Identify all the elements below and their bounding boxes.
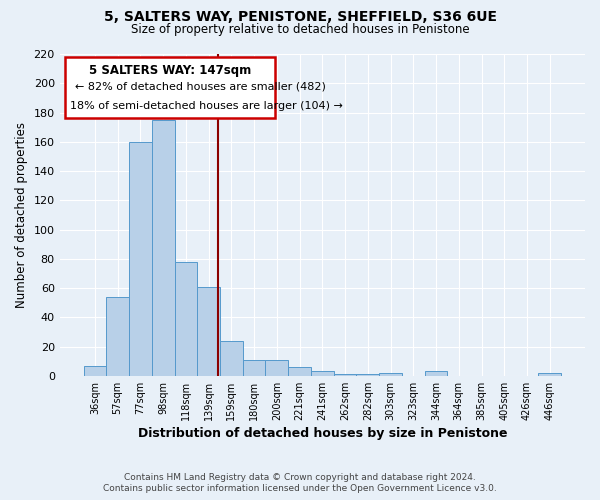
Bar	[334, 374, 356, 376]
FancyBboxPatch shape	[65, 57, 275, 118]
Bar	[220, 340, 243, 376]
Text: Contains HM Land Registry data © Crown copyright and database right 2024.: Contains HM Land Registry data © Crown c…	[124, 472, 476, 482]
Text: 18% of semi-detached houses are larger (104) →: 18% of semi-detached houses are larger (…	[70, 100, 343, 110]
Bar	[175, 262, 197, 376]
Bar	[379, 373, 402, 376]
Text: ← 82% of detached houses are smaller (482): ← 82% of detached houses are smaller (48…	[76, 82, 326, 92]
Bar	[152, 120, 175, 376]
Bar	[83, 366, 106, 376]
Text: 5, SALTERS WAY, PENISTONE, SHEFFIELD, S36 6UE: 5, SALTERS WAY, PENISTONE, SHEFFIELD, S3…	[104, 10, 497, 24]
Bar	[129, 142, 152, 376]
Bar	[288, 367, 311, 376]
Bar	[243, 360, 265, 376]
Bar	[106, 297, 129, 376]
Bar	[425, 372, 448, 376]
Bar	[538, 373, 561, 376]
Bar	[197, 286, 220, 376]
Bar	[356, 374, 379, 376]
Bar	[265, 360, 288, 376]
X-axis label: Distribution of detached houses by size in Penistone: Distribution of detached houses by size …	[137, 427, 507, 440]
Bar	[311, 372, 334, 376]
Text: Size of property relative to detached houses in Penistone: Size of property relative to detached ho…	[131, 22, 469, 36]
Y-axis label: Number of detached properties: Number of detached properties	[15, 122, 28, 308]
Text: Contains public sector information licensed under the Open Government Licence v3: Contains public sector information licen…	[103, 484, 497, 493]
Text: 5 SALTERS WAY: 147sqm: 5 SALTERS WAY: 147sqm	[89, 64, 251, 76]
